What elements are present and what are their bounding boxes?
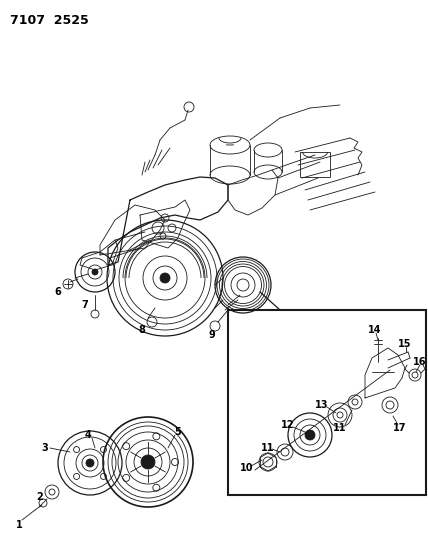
Text: 12: 12 [281, 420, 295, 430]
Text: 7107  2525: 7107 2525 [10, 14, 89, 27]
Circle shape [92, 269, 98, 275]
Text: 1: 1 [16, 520, 22, 530]
Text: 2: 2 [37, 492, 43, 502]
Text: 8: 8 [139, 325, 146, 335]
Text: 13: 13 [315, 400, 329, 410]
Text: 7: 7 [82, 300, 88, 310]
Circle shape [86, 459, 94, 467]
Text: 11: 11 [333, 423, 347, 433]
Text: 9: 9 [208, 330, 215, 340]
Circle shape [141, 455, 155, 469]
Text: 6: 6 [55, 287, 61, 297]
Text: 4: 4 [85, 430, 91, 440]
Text: 15: 15 [398, 339, 412, 349]
Circle shape [305, 430, 315, 440]
Text: 3: 3 [42, 443, 48, 453]
Bar [372, 362, 394, 390]
Text: 14: 14 [368, 325, 382, 335]
Text: 16: 16 [413, 357, 427, 367]
Text: 17: 17 [393, 423, 407, 433]
Circle shape [160, 273, 170, 283]
Bar [228, 310, 426, 495]
Text: 10: 10 [240, 463, 254, 473]
Text: 11: 11 [261, 443, 275, 453]
Bar [300, 152, 330, 177]
Text: 5: 5 [175, 427, 181, 437]
